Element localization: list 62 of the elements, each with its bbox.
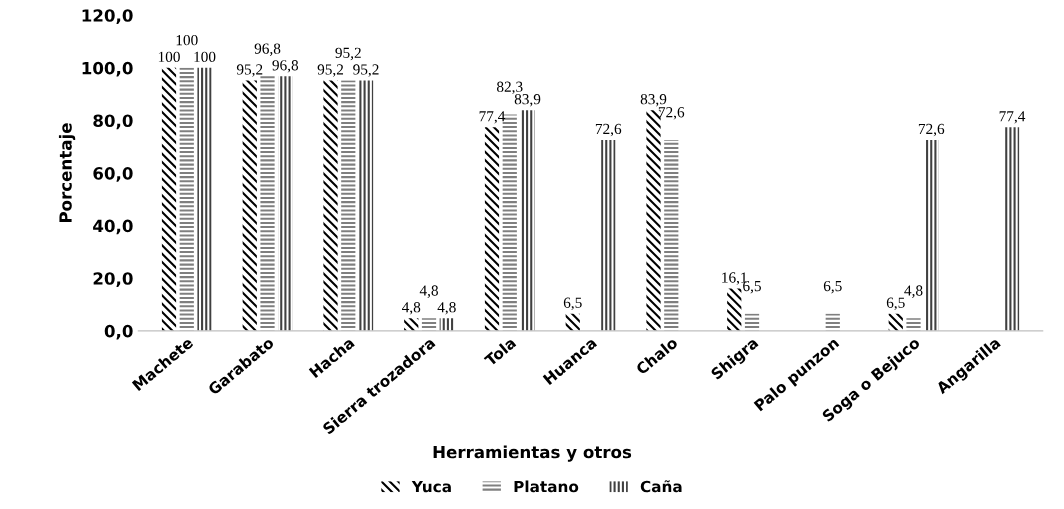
- data-label: 72,6: [918, 123, 945, 137]
- data-label: 6,5: [823, 280, 842, 294]
- y-tick-label: 20,0: [93, 272, 133, 287]
- data-label: 95,2: [236, 64, 263, 77]
- bar: [664, 139, 679, 331]
- bar: [888, 313, 903, 331]
- bar: [646, 110, 661, 331]
- data-label: 4,8: [904, 285, 923, 298]
- data-label: 95,2: [353, 64, 379, 77]
- data-label: 72,6: [658, 107, 685, 120]
- y-tick-label: 0,0: [104, 324, 133, 340]
- bar: [924, 139, 939, 331]
- legend-label: Yuca: [411, 480, 451, 493]
- bar: [439, 318, 454, 331]
- y-axis-title: Porcentaje: [58, 123, 76, 223]
- x-tick-label: Tola: [483, 336, 517, 367]
- bar: [404, 318, 419, 331]
- data-label: 96,8: [272, 60, 299, 73]
- bar: [727, 288, 742, 331]
- bar: [323, 80, 338, 331]
- bar: [179, 67, 194, 331]
- data-label: 77,4: [479, 111, 506, 124]
- data-label: 4,8: [437, 302, 456, 315]
- bar: [421, 318, 437, 331]
- bar: [906, 318, 921, 331]
- data-label: 83,9: [514, 94, 541, 107]
- data-label: 77,4: [999, 111, 1026, 124]
- data-label: 4,8: [419, 285, 438, 298]
- data-label: 4,8: [402, 302, 421, 315]
- bar: [1004, 127, 1020, 331]
- data-label: 6,5: [886, 297, 905, 311]
- data-label: 82,3: [496, 81, 523, 95]
- data-label: 100: [176, 35, 198, 46]
- data-label: 6,5: [563, 297, 582, 311]
- bar: [197, 67, 212, 331]
- bar: [358, 80, 374, 331]
- y-tick-label: 100,0: [82, 61, 133, 77]
- legend-label: Platano: [514, 480, 579, 493]
- y-tick-label: 80,0: [93, 114, 133, 130]
- data-label: 100: [194, 51, 216, 62]
- bar: [484, 127, 500, 331]
- data-label: 83,9: [640, 94, 667, 107]
- bar: [601, 139, 616, 331]
- bar: [161, 67, 177, 331]
- bar: [260, 76, 275, 331]
- data-label: 96,8: [254, 43, 281, 56]
- y-tick-label: 60,0: [93, 167, 133, 182]
- bar: [278, 76, 293, 331]
- bar: [341, 80, 356, 331]
- bar: [565, 313, 580, 331]
- y-tick-label: 120,0: [82, 9, 133, 24]
- bar: [825, 313, 840, 331]
- bar: [520, 110, 535, 331]
- x-axis-title: Herramientas y otros: [433, 445, 632, 462]
- data-label: 95,2: [335, 47, 361, 61]
- y-tick-label: 40,0: [93, 219, 133, 235]
- bar: [744, 313, 760, 331]
- data-label: 72,6: [595, 123, 622, 137]
- legend-label: Caña: [640, 480, 682, 493]
- data-label: 95,2: [317, 64, 344, 77]
- bar: [242, 80, 257, 331]
- data-label: 100: [158, 51, 180, 62]
